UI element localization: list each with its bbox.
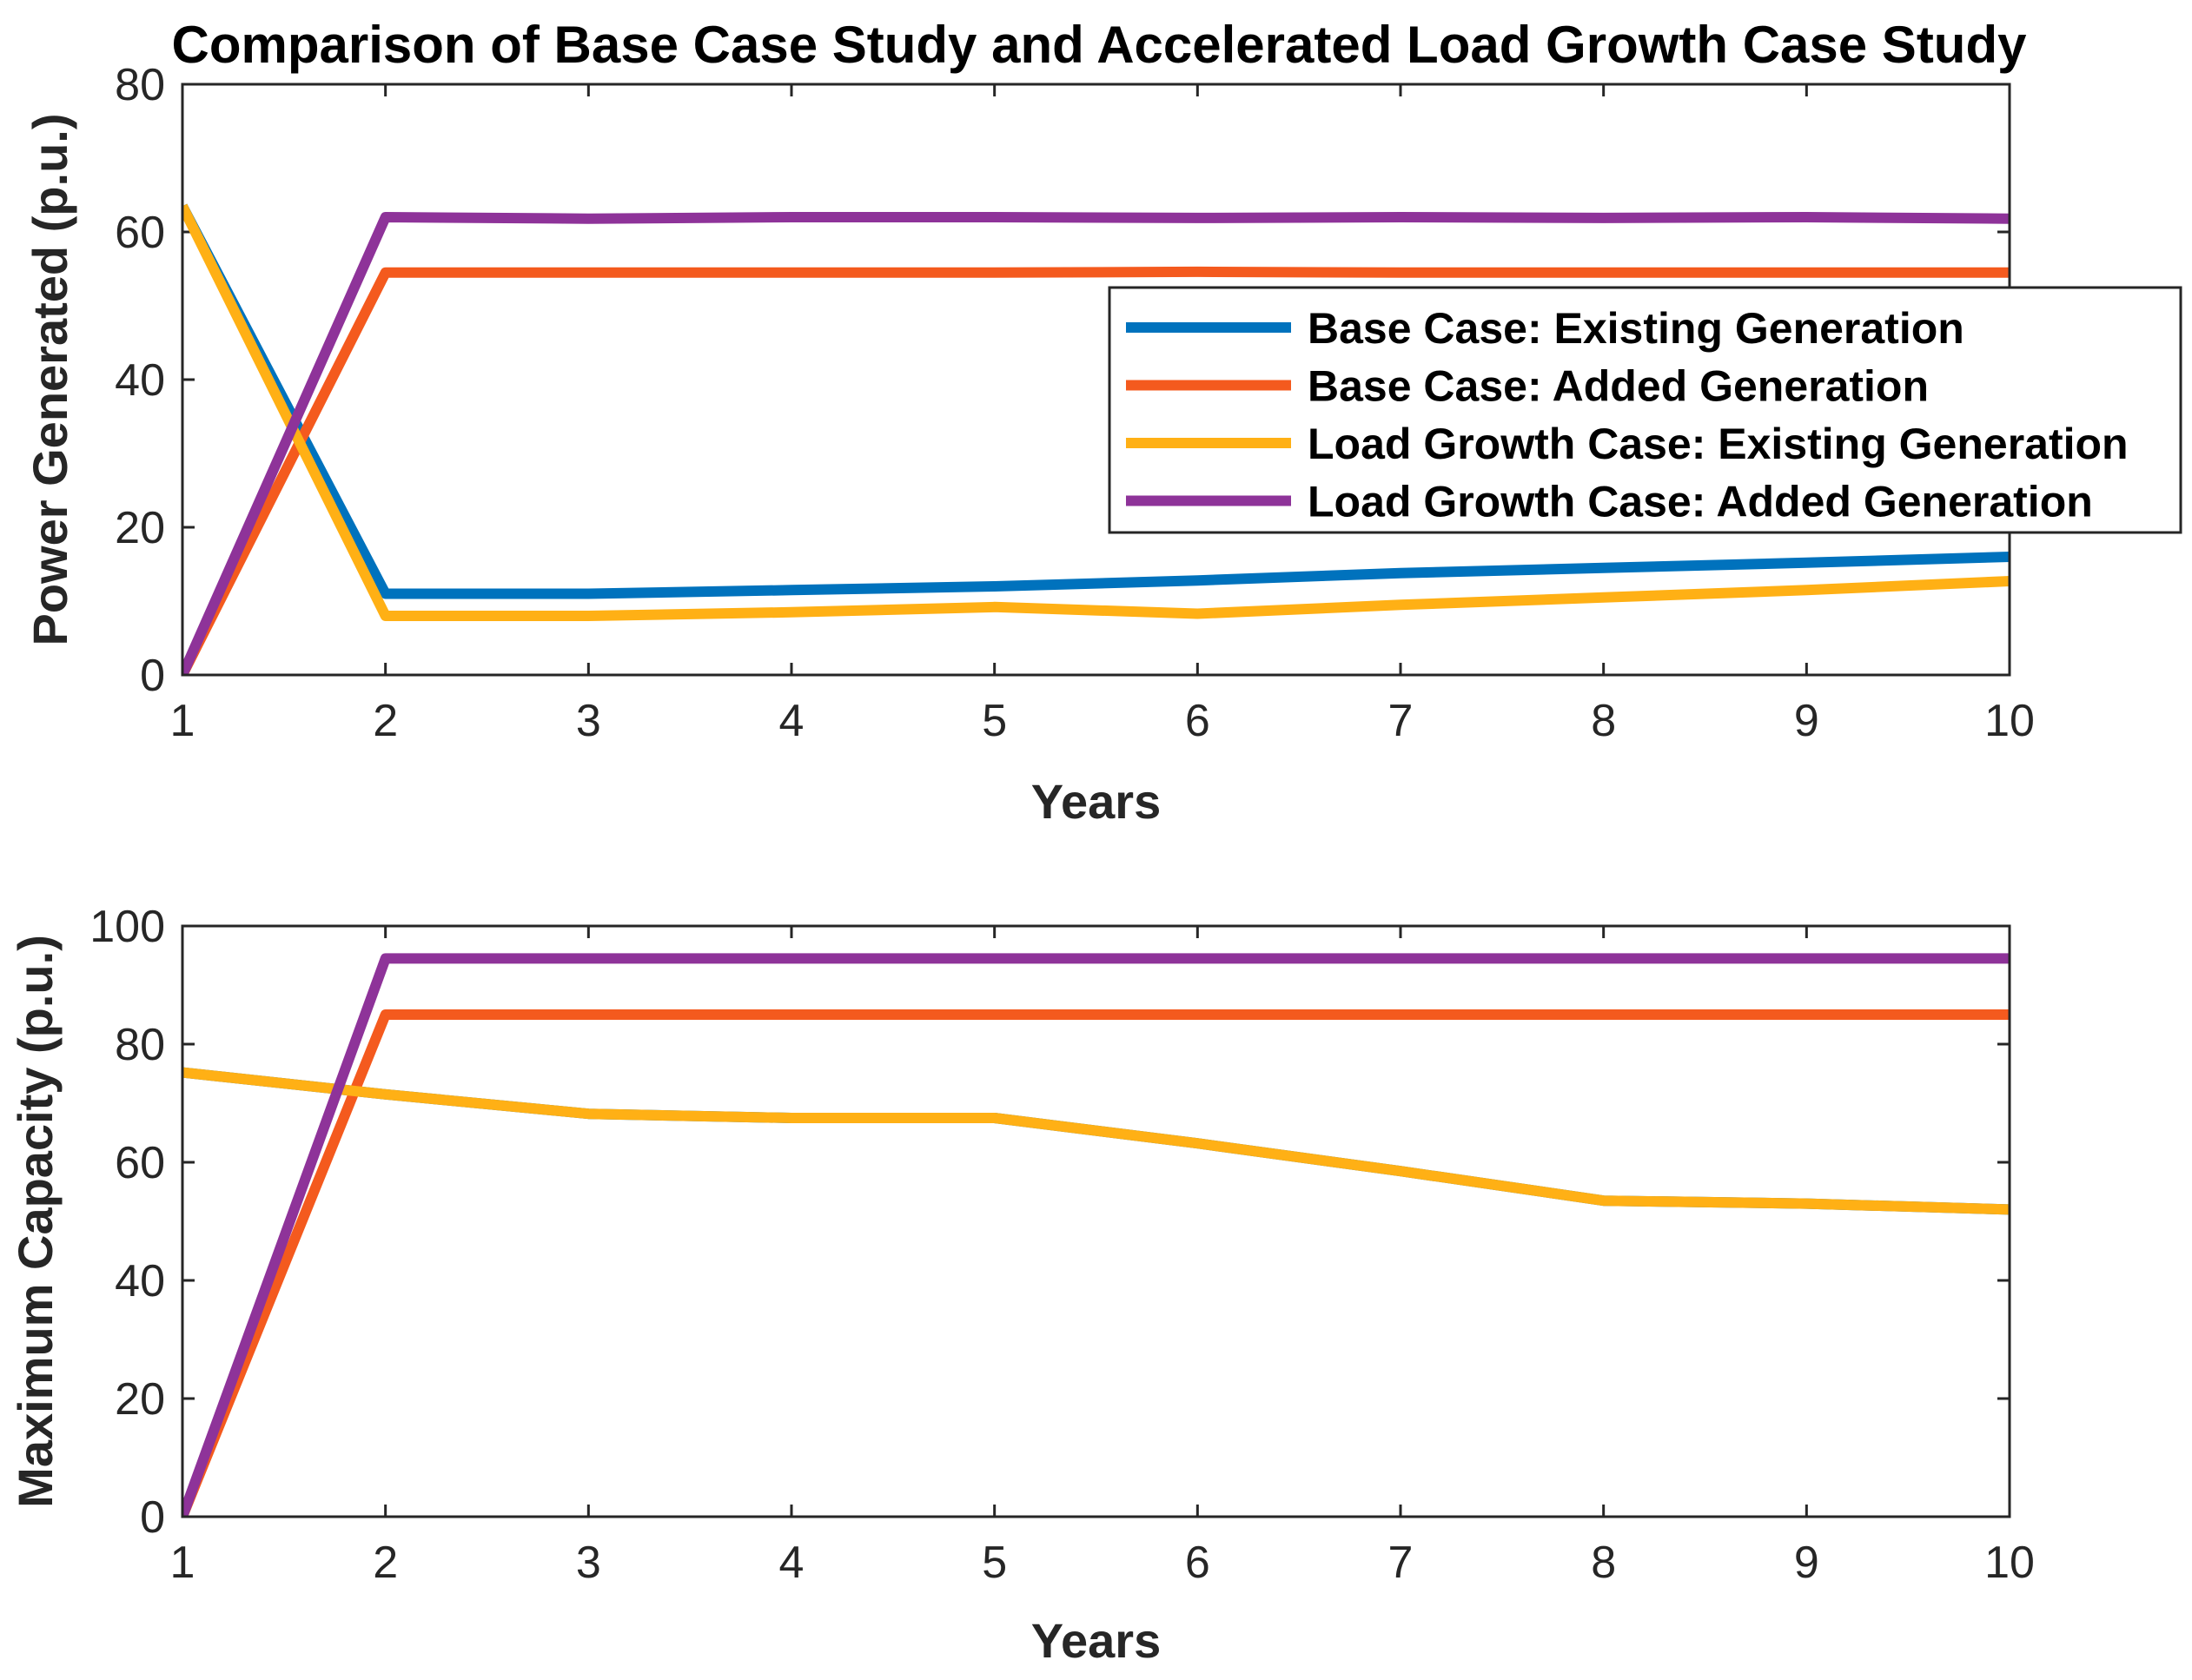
x-tick-label: 1 bbox=[170, 696, 195, 746]
y-axis-label: Maximum Capacity (p.u.) bbox=[8, 935, 63, 1508]
x-tick-label: 5 bbox=[982, 1538, 1007, 1588]
y-tick-label: 60 bbox=[115, 208, 165, 258]
x-tick-label: 6 bbox=[1185, 696, 1210, 746]
x-tick-label: 10 bbox=[1984, 696, 2035, 746]
y-tick-label: 40 bbox=[115, 1256, 165, 1306]
y-tick-label: 60 bbox=[115, 1138, 165, 1188]
legend-label: Base Case: Existing Generation bbox=[1308, 304, 1964, 353]
legend-item-base-case-added-generation: Base Case: Added Generation bbox=[1126, 362, 1929, 411]
x-tick-label: 4 bbox=[779, 696, 805, 746]
series-line-base-case-added-generation bbox=[182, 266, 2010, 675]
x-tick-label: 9 bbox=[1794, 696, 1819, 746]
series-line-load-growth-case-added-generation bbox=[182, 953, 2010, 1517]
series-line-load-growth-case-existing-generation bbox=[182, 203, 2010, 621]
x-tick-label: 3 bbox=[576, 696, 601, 746]
x-tick-label: 5 bbox=[982, 696, 1007, 746]
x-axis-label: Years bbox=[1031, 1613, 1162, 1668]
x-tick-label: 10 bbox=[1984, 1538, 2035, 1588]
y-tick-label: 20 bbox=[115, 503, 165, 553]
legend-item-load-growth-case-existing-generation: Load Growth Case: Existing Generation bbox=[1126, 420, 2129, 468]
series-line-load-growth-case-existing-generation bbox=[182, 1067, 2010, 1215]
x-tick-label: 7 bbox=[1388, 1538, 1414, 1588]
x-tick-label: 3 bbox=[576, 1538, 601, 1588]
y-tick-label: 80 bbox=[115, 1020, 165, 1070]
legend-label: Load Growth Case: Existing Generation bbox=[1308, 420, 2129, 468]
y-tick-label: 80 bbox=[115, 60, 165, 110]
legend-label: Load Growth Case: Added Generation bbox=[1308, 478, 2093, 526]
x-tick-label: 6 bbox=[1185, 1538, 1210, 1588]
x-tick-label: 2 bbox=[373, 696, 398, 746]
y-tick-label: 20 bbox=[115, 1374, 165, 1425]
legend-label: Base Case: Added Generation bbox=[1308, 362, 1929, 411]
axes-frame bbox=[181, 924, 2011, 1518]
series-line-base-case-added-generation bbox=[182, 1009, 2010, 1517]
x-tick-label: 4 bbox=[779, 1538, 805, 1588]
x-tick-label: 8 bbox=[1591, 696, 1616, 746]
series-group bbox=[182, 953, 2010, 1517]
top-panel: 1 2 3 4 5 6 7 8 9 10 0 20 40 60 80 Years Power Generated… bbox=[23, 60, 2182, 829]
x-axis-label: Years bbox=[1031, 774, 1162, 829]
y-axis-label: Power Generated (p.u.) bbox=[23, 114, 77, 646]
legend-item-load-growth-case-added-generation: Load Growth Case: Added Generation bbox=[1126, 478, 2093, 526]
x-tick-label: 8 bbox=[1591, 1538, 1616, 1588]
series-group bbox=[182, 203, 2010, 675]
x-tick-label: 1 bbox=[170, 1538, 195, 1588]
chart-title: Comparison of Base Case Study and Accele… bbox=[172, 16, 2028, 74]
legend-item-base-case-existing-generation: Base Case: Existing Generation bbox=[1126, 304, 1964, 353]
y-tick-label: 0 bbox=[140, 1492, 165, 1543]
x-tick-label: 7 bbox=[1388, 696, 1414, 746]
y-tick-label: 100 bbox=[89, 902, 165, 952]
series-line-base-case-existing-generation bbox=[182, 203, 2010, 599]
legend: Base Case: Existing Generation Base Case:… bbox=[1108, 286, 2182, 534]
y-tick-label: 0 bbox=[140, 651, 165, 701]
series-line-load-growth-case-added-generation bbox=[182, 212, 2010, 675]
plot-area bbox=[182, 926, 2010, 1517]
x-tick-label: 9 bbox=[1794, 1538, 1819, 1588]
x-tick-label: 2 bbox=[373, 1538, 398, 1588]
y-tick-label: 40 bbox=[115, 355, 165, 406]
